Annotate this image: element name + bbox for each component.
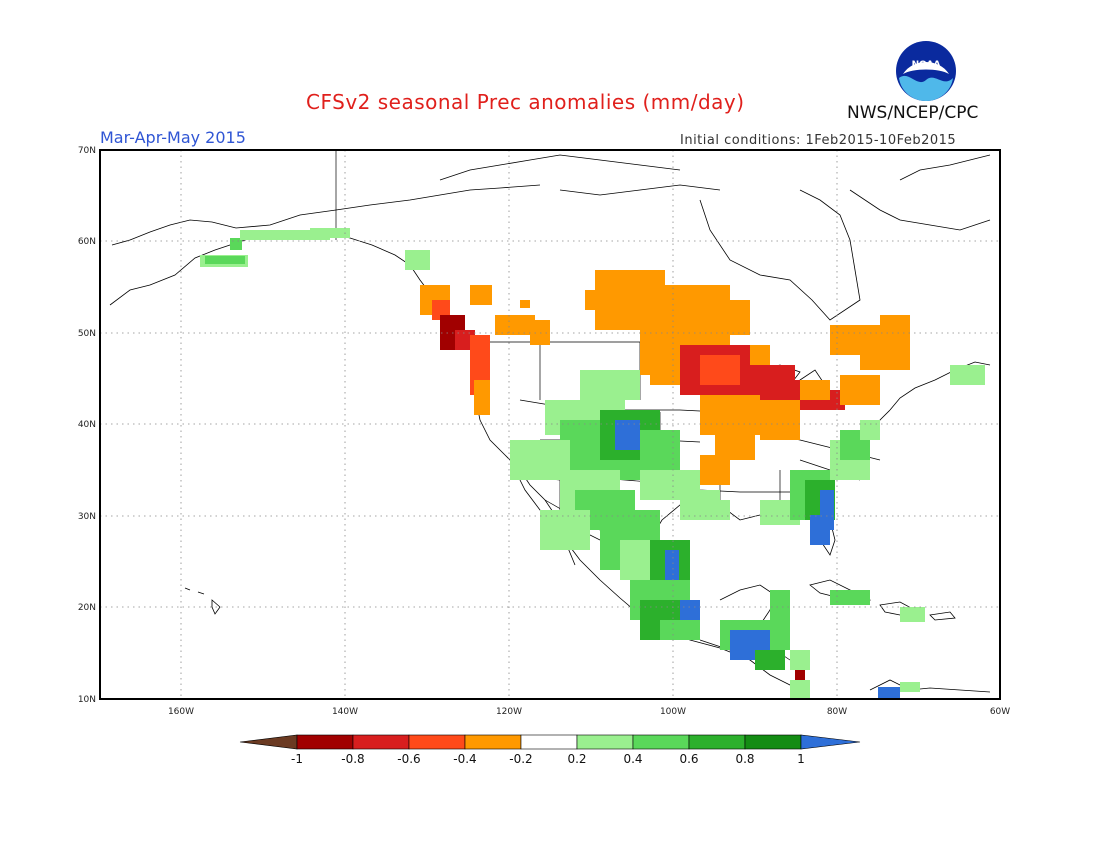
colorbar-swatch [296, 734, 354, 750]
colorbar-label: 0.8 [735, 752, 754, 766]
colorbar-arrow-right [800, 734, 861, 750]
anomaly-cell [770, 590, 790, 650]
initial-conditions-label: Initial conditions: 1Feb2015-10Feb2015 [680, 133, 957, 148]
anomaly-cell [795, 670, 805, 685]
colorbar-label: 0.6 [679, 752, 698, 766]
anomaly-cell [615, 420, 640, 450]
colorbar-swatch [688, 734, 746, 750]
map-title: CFSv2 seasonal Prec anomalies (mm/day) [306, 90, 745, 114]
colorbar-label: -1 [291, 752, 303, 766]
graticule [100, 150, 1000, 699]
anomaly-cell [880, 315, 910, 340]
anomaly-cell [660, 620, 700, 640]
colorbar-label: 0.4 [623, 752, 642, 766]
anomaly-cell [760, 400, 800, 440]
anomaly-cell [700, 455, 730, 485]
lat-label-20n: 20N [78, 603, 96, 613]
anomaly-cell [310, 228, 350, 238]
colorbar-swatch [408, 734, 466, 750]
lat-label-50n: 50N [78, 329, 96, 339]
colorbar-swatch [576, 734, 634, 750]
agency-label: NWS/NCEP/CPC [847, 103, 979, 123]
colorbar-label: 1 [797, 752, 805, 766]
lat-label-40n: 40N [78, 420, 96, 430]
colorbar-swatch [632, 734, 690, 750]
colorbar-swatch [744, 734, 802, 750]
anomaly-cell [810, 515, 830, 545]
lat-label-30n: 30N [78, 512, 96, 522]
colorbar-swatch [464, 734, 522, 750]
anomaly-cell [474, 380, 490, 415]
anomaly-cell [840, 375, 880, 405]
longitude-labels: 160W 140W 120W 100W 80W 60W [168, 707, 1010, 717]
lon-label-100w: 100W [660, 707, 686, 717]
lon-label-80w: 80W [827, 707, 847, 717]
colorbar-swatch [352, 734, 410, 750]
anomaly-cell [495, 315, 535, 335]
anomaly-cell [540, 510, 590, 550]
lon-label-160w: 160W [168, 707, 194, 717]
colorbar-swatch [520, 734, 578, 750]
anomaly-cell [900, 607, 925, 622]
lon-label-120w: 120W [496, 707, 522, 717]
anomaly-cell [878, 687, 900, 699]
colorbar-label: 0.2 [567, 752, 586, 766]
anomaly-cell [530, 320, 550, 345]
colorbar-label: -0.2 [509, 752, 532, 766]
anomaly-cell [580, 370, 640, 400]
lon-label-60w: 60W [990, 707, 1010, 717]
anomaly-cell [700, 500, 730, 520]
latitude-labels: 70N 60N 50N 40N 30N 20N 10N [78, 146, 96, 705]
noaa-logo: NOAA [896, 41, 956, 101]
season-label: Mar-Apr-May 2015 [100, 128, 246, 147]
anomaly-cell [585, 290, 605, 310]
anomaly-cell [700, 355, 740, 385]
anomaly-cell [520, 300, 530, 308]
anomaly-cell [240, 230, 330, 240]
lat-label-60n: 60N [78, 237, 96, 247]
anomaly-cell [470, 285, 492, 305]
lon-label-140w: 140W [332, 707, 358, 717]
anomaly-cell [790, 650, 810, 670]
anomaly-cell [700, 300, 750, 335]
anomaly-cell [860, 420, 880, 440]
anomaly-cell [205, 256, 245, 264]
colorbar-label: -0.8 [341, 752, 364, 766]
anomaly-cell [790, 680, 810, 700]
lat-label-10n: 10N [78, 695, 96, 705]
anomaly-cell [755, 650, 785, 670]
anomaly-cell [800, 380, 830, 400]
anomaly-cell [900, 682, 920, 692]
anomaly-cell [830, 590, 870, 605]
anomaly-cell [405, 250, 430, 270]
lat-label-70n: 70N [78, 146, 96, 156]
colorbar [239, 734, 861, 750]
anomaly-shading [200, 228, 985, 700]
anomaly-cell [700, 395, 760, 435]
colorbar-arrow-left [239, 734, 298, 750]
map-frame [99, 149, 1001, 700]
colorbar-label: -0.4 [453, 752, 476, 766]
noaa-logo-text: NOAA [912, 60, 941, 70]
colorbar-labels: -1 -0.8 -0.6 -0.4 -0.2 0.2 0.4 0.6 0.8 1 [291, 752, 805, 766]
anomaly-cell [665, 550, 679, 580]
anomaly-cell [960, 370, 980, 385]
colorbar-label: -0.6 [397, 752, 420, 766]
